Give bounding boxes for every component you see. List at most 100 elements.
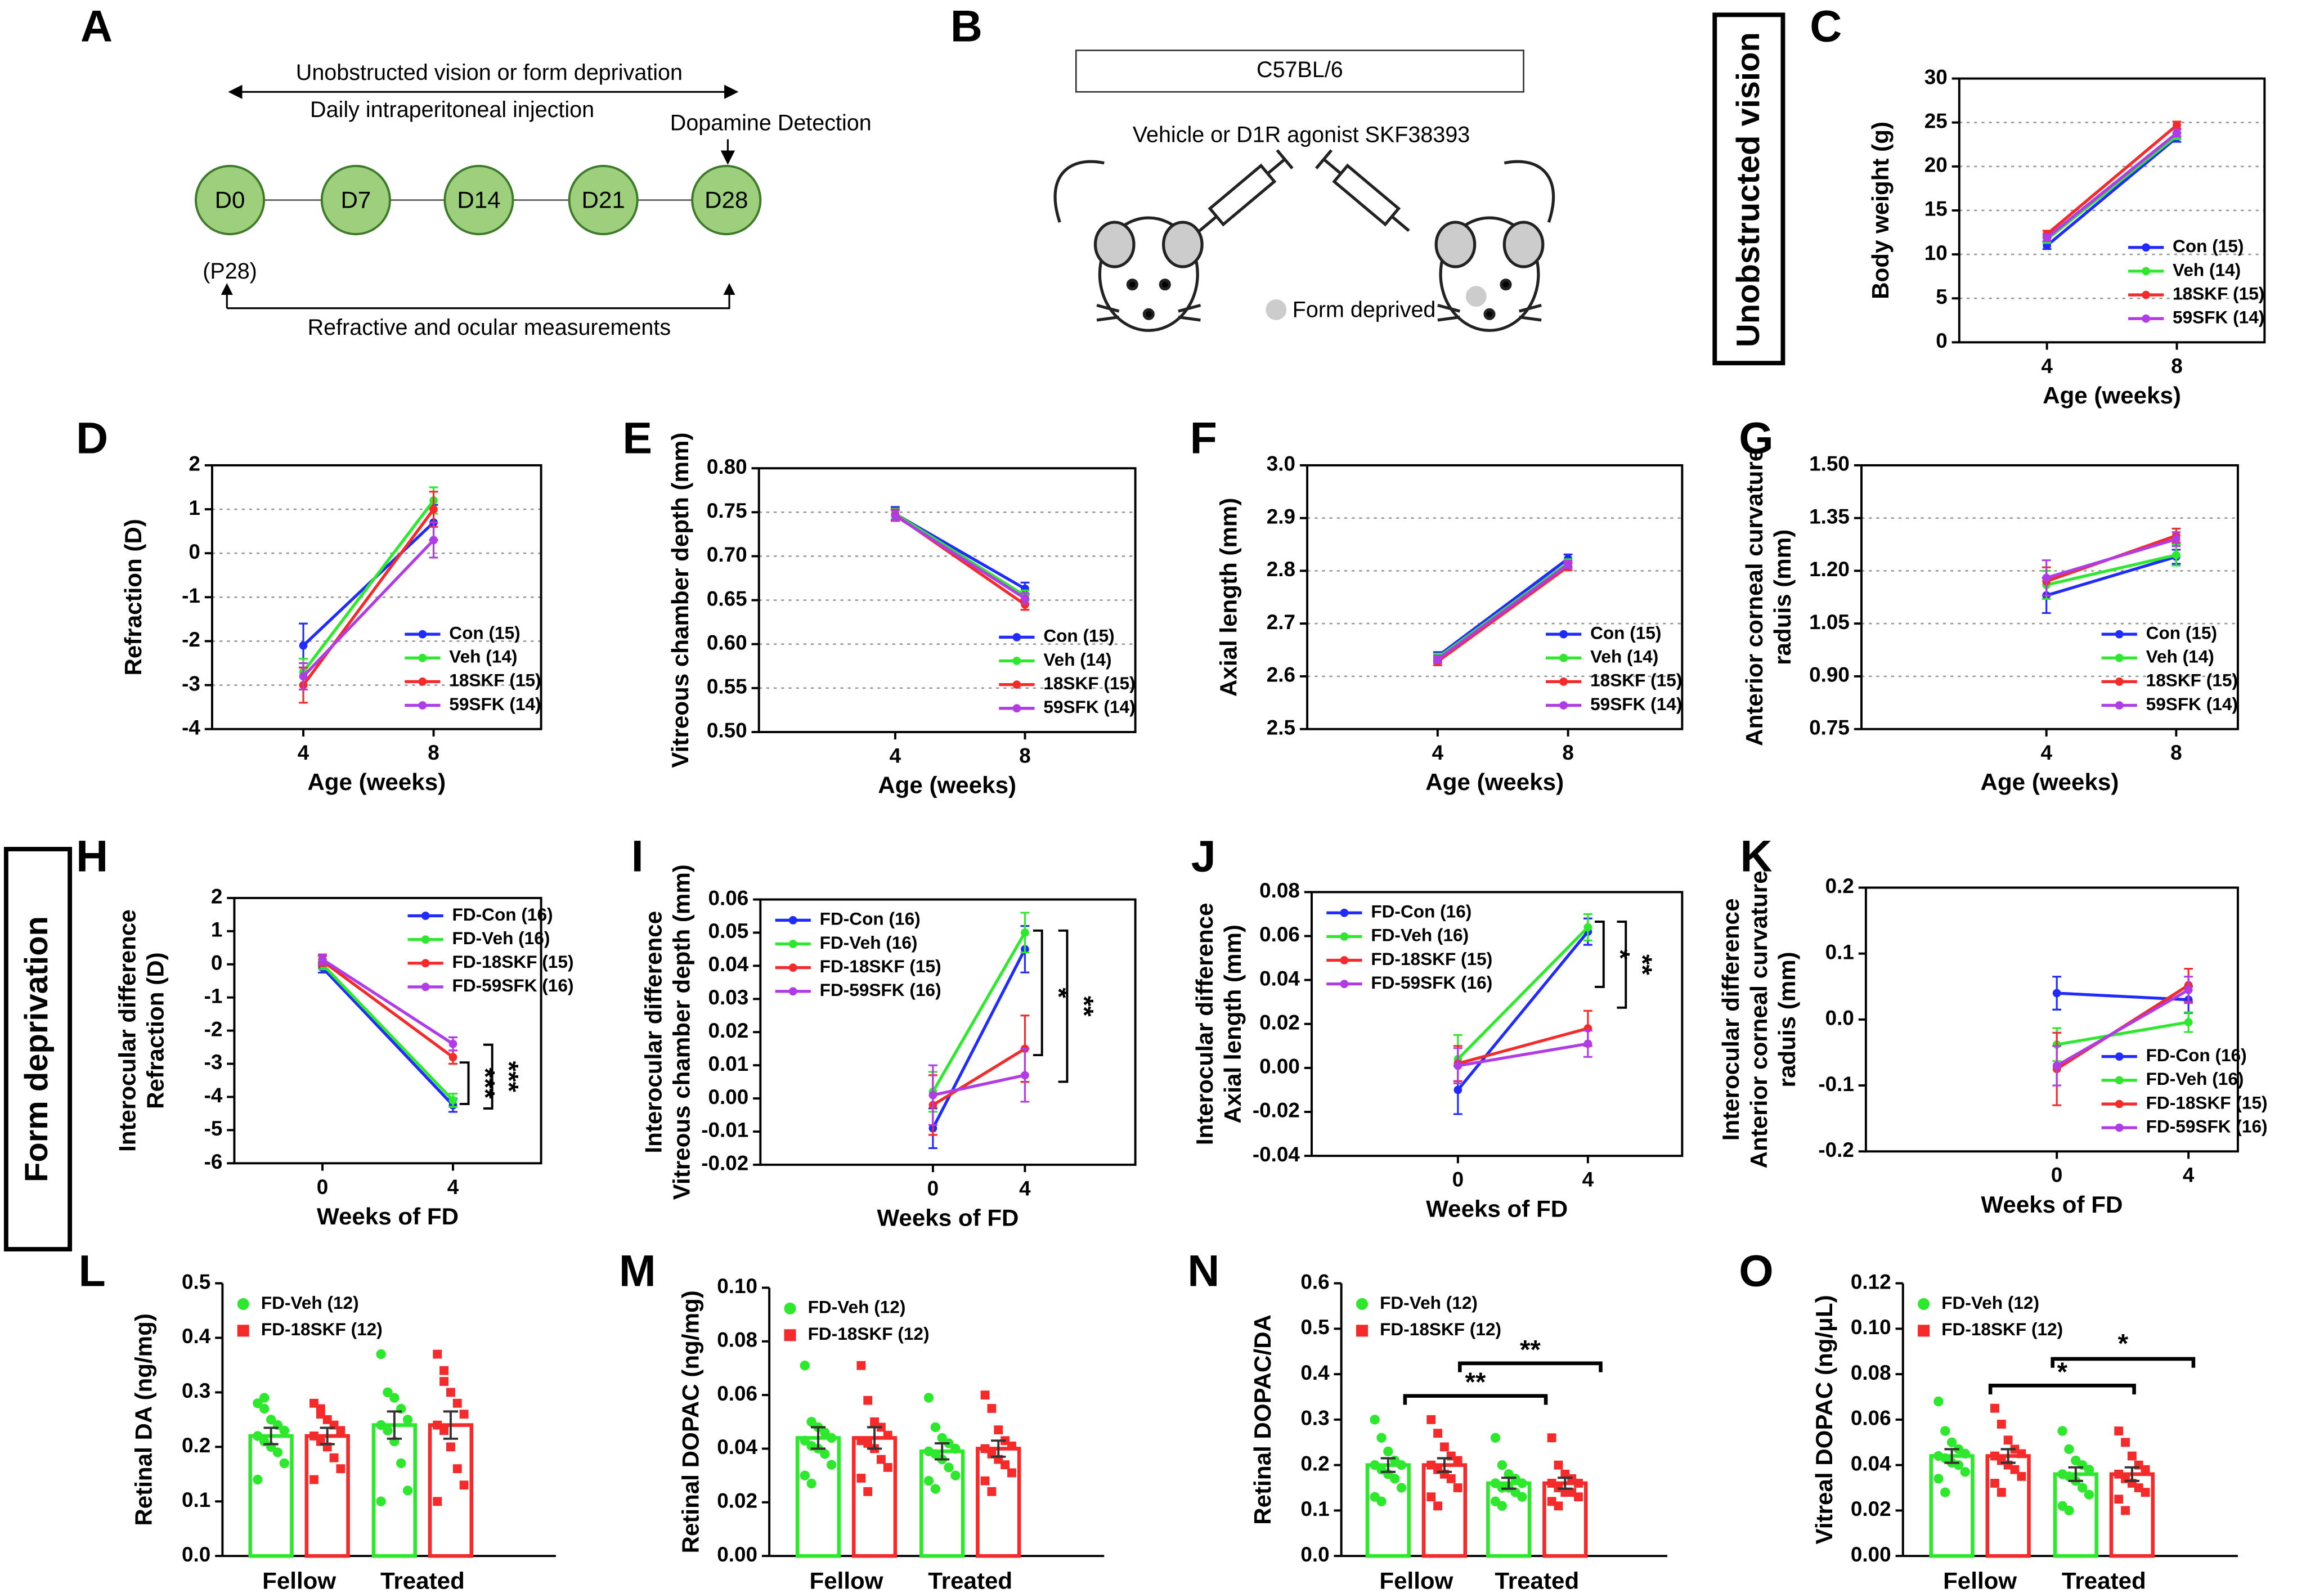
legend-label: 18SKF (15) (1043, 673, 1135, 693)
x-axis-label: Weeks of FD (317, 1203, 459, 1229)
data-point (452, 1464, 462, 1474)
legend-marker (1266, 299, 1287, 320)
data-point (316, 1404, 325, 1413)
y-tick-label: -6 (204, 1150, 223, 1173)
data-point (1574, 1492, 1583, 1502)
significance-bracket (1988, 1384, 2136, 1395)
y-tick-label: 0.50 (707, 719, 747, 742)
data-point (1433, 655, 1442, 664)
error-bar (991, 1439, 1006, 1458)
side-box (3, 847, 73, 1251)
y-tick-label: 0.05 (708, 919, 749, 943)
x-tick-label: 0 (1452, 1168, 1464, 1191)
y-tick-label: 0.00 (1851, 1543, 1891, 1566)
node-label: D21 (582, 186, 625, 213)
data-point (820, 1449, 830, 1459)
significance-bracket (459, 1061, 470, 1105)
y-axis-label: Retinal DOPAC/DA (1249, 1314, 1276, 1525)
legend-label: Con (15) (449, 622, 520, 643)
legend-label: FD-Con (16) (820, 909, 921, 929)
legend-marker (2142, 267, 2151, 276)
legend-label: FD-59SFK (16) (452, 975, 574, 995)
data-point (1021, 594, 1029, 603)
x-tick-label: 4 (2040, 741, 2052, 764)
data-point (433, 1349, 442, 1359)
data-point (883, 1462, 892, 1472)
data-point (253, 1431, 263, 1441)
legend-marker (237, 1325, 249, 1337)
series-line (894, 514, 1026, 600)
y-tick-label: 25 (1924, 109, 1948, 132)
significance-label: * (2118, 1329, 2129, 1359)
legend-marker (788, 963, 797, 972)
legend-marker (1340, 956, 1349, 964)
x-tick-label: 8 (1019, 744, 1031, 767)
significance-label: * (1044, 988, 1074, 998)
legend-marker (421, 912, 430, 920)
legend-marker (1012, 633, 1021, 641)
data-point (336, 1464, 346, 1474)
data-point (806, 1478, 816, 1489)
y-tick-label: 0.06 (717, 1382, 757, 1405)
series-line (321, 958, 454, 1045)
syringe (1314, 149, 1410, 232)
data-point (433, 1497, 442, 1506)
data-point (800, 1435, 810, 1446)
data-point (806, 1417, 816, 1427)
data-point (309, 1475, 318, 1484)
legend-label: Veh (14) (1590, 647, 1658, 667)
y-tick-label: 2 (189, 452, 200, 475)
legend-marker (418, 677, 427, 686)
data-point (402, 1415, 413, 1425)
data-point (1497, 1460, 1508, 1470)
y-tick-label: 0.75 (1809, 716, 1850, 739)
legend-marker (421, 982, 430, 991)
data-point (1940, 1487, 1950, 1497)
data-point (376, 1420, 386, 1430)
legend-label: 59SFK (14) (449, 694, 541, 714)
y-tick-label: 0.08 (717, 1329, 757, 1352)
legend-marker (2115, 701, 2124, 710)
data-point (863, 1395, 873, 1405)
y-tick-label: -0.01 (701, 1119, 748, 1142)
x-tick-label: 4 (1582, 1168, 1594, 1191)
legend-marker (1356, 1298, 1369, 1311)
legend-label: Veh (14) (2173, 259, 2241, 280)
error-bar (263, 1426, 279, 1446)
data-point (2064, 1505, 2074, 1516)
data-point (448, 1053, 457, 1062)
x-tick-label: 4 (447, 1175, 459, 1199)
syringe (1199, 149, 1294, 232)
series-line (931, 948, 1026, 1129)
data-point (2121, 1506, 2130, 1515)
error-bar (2000, 1448, 2016, 1464)
x-tick-label: 8 (1562, 741, 1574, 764)
y-tick-label: -1 (204, 984, 223, 1007)
legend-marker (788, 987, 797, 996)
data-point (1554, 1501, 1563, 1511)
legend-label: Veh (14) (449, 647, 517, 667)
legend-marker (1559, 701, 1568, 710)
y-tick-label: 2.5 (1267, 716, 1295, 739)
x-tick-label: 4 (1019, 1177, 1031, 1200)
significance-label: *** (470, 1067, 500, 1099)
data-point (2173, 129, 2181, 137)
panel-label: J (1191, 831, 1216, 881)
panel-label: B (950, 1, 982, 51)
legend-marker (788, 940, 797, 948)
data-point (336, 1426, 346, 1435)
y-axis-label: Vitreous chamber depth (mm) (667, 433, 693, 768)
node-label: D7 (340, 186, 371, 213)
series-line (321, 963, 454, 1102)
y-tick-label: 15 (1924, 198, 1948, 221)
y-tick-label: -0.02 (1253, 1099, 1300, 1122)
y-tick-label: 2.6 (1267, 663, 1295, 686)
data-point (459, 1410, 469, 1419)
data-point (820, 1428, 830, 1438)
x-axis-label: Weeks of FD (1426, 1196, 1568, 1222)
panel-label: K (1740, 831, 1772, 881)
legend-marker (1340, 932, 1349, 941)
data-point (2017, 1449, 2026, 1459)
data-point (800, 1361, 810, 1371)
y-tick-label: 0.00 (708, 1085, 749, 1109)
